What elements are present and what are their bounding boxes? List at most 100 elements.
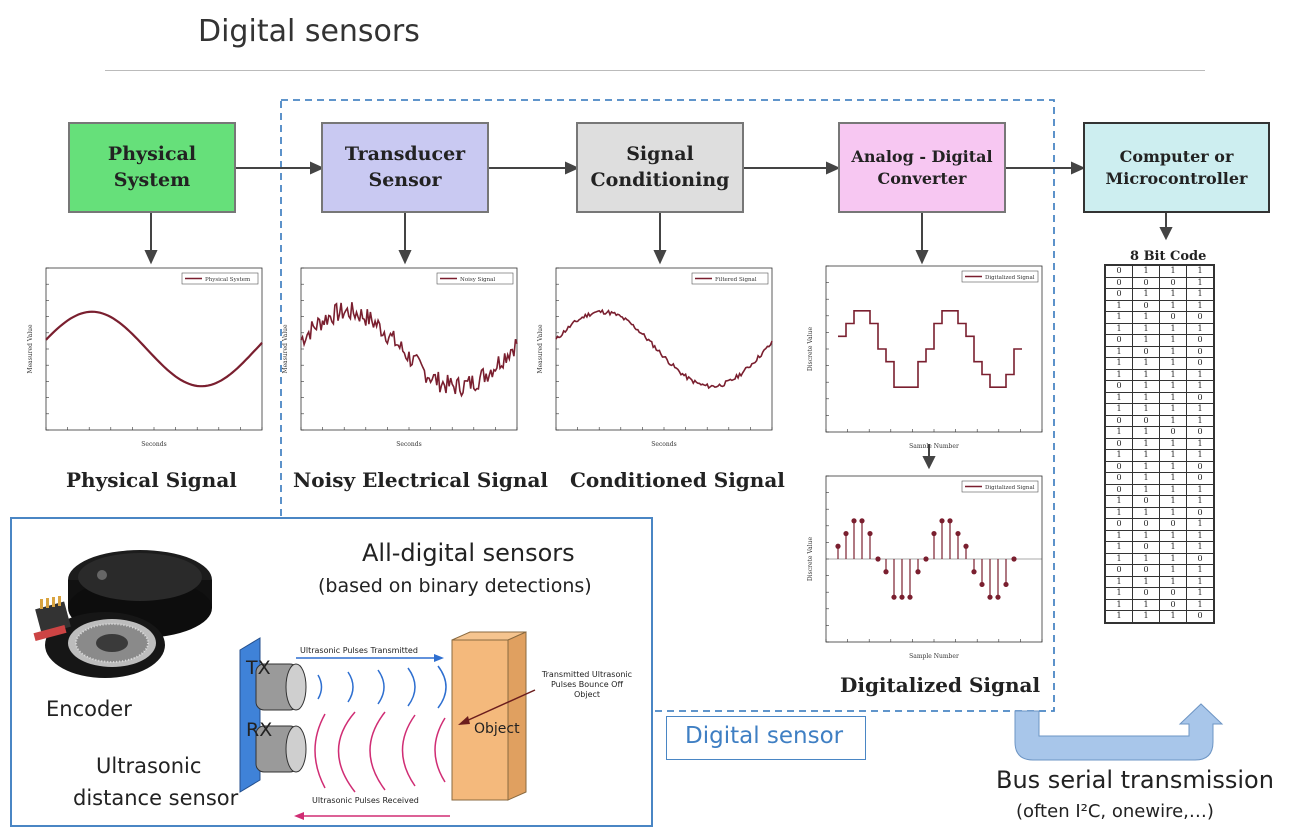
code-bit: 1 (1132, 575, 1160, 588)
legend: Digitalized Signal (961, 480, 1039, 493)
code-bit: 1 (1186, 288, 1215, 301)
transducer-block-line2: Sensor (368, 168, 442, 191)
signal-line (45, 310, 263, 388)
code-bit: 0 (1104, 472, 1133, 485)
legend-box (961, 480, 1039, 493)
code-bit: 1 (1159, 552, 1187, 565)
code-bit: 1 (1159, 564, 1187, 577)
all-digital-subtitle: (based on binary detections) (318, 575, 592, 597)
ultrasonic-label-line1: Ultrasonic (96, 754, 202, 778)
code-bit: 1 (1159, 541, 1187, 554)
code-bit: 1 (1132, 598, 1160, 611)
code-bit: 1 (1186, 403, 1215, 416)
ultrasonic-label-line2: distance sensor (73, 786, 239, 810)
code-bit: 1 (1104, 598, 1133, 611)
code-bit: 1 (1104, 311, 1133, 324)
noisy-signal-plot: Noisy Signal Measured Value Seconds (282, 267, 518, 448)
code-bit: 1 (1159, 529, 1187, 542)
code-bit: 0 (1104, 334, 1133, 347)
encoder-label: Encoder (46, 697, 132, 721)
slide-title: Digital sensors (198, 14, 420, 49)
code-bit: 1 (1186, 518, 1215, 531)
x-axis-label: Seconds (651, 441, 676, 448)
code-bit: 1 (1132, 552, 1160, 565)
code-bit: 1 (1132, 311, 1160, 324)
code-bit: 1 (1132, 403, 1160, 416)
code-bit: 1 (1159, 334, 1187, 347)
code-bit: 0 (1186, 357, 1215, 370)
code-bit: 1 (1186, 276, 1215, 289)
rx-label: RX (246, 719, 273, 741)
code-bit: 0 (1132, 495, 1160, 508)
conditioning-block-line2: Conditioning (590, 168, 730, 191)
stem-marker (971, 569, 977, 575)
code-bit: 0 (1186, 311, 1215, 324)
code-bit: 0 (1186, 345, 1215, 358)
code-bit: 1 (1132, 380, 1160, 393)
code-bit: 0 (1104, 483, 1133, 496)
code-bit: 1 (1159, 345, 1187, 358)
transducer-block-line1: Transducer (344, 142, 466, 165)
code-bit: 0 (1186, 506, 1215, 519)
code-bit: 1 (1186, 587, 1215, 600)
pulses-received-label: Ultrasonic Pulses Received (312, 796, 419, 805)
code-bit: 0 (1186, 552, 1215, 565)
stem-marker (835, 543, 841, 549)
all-digital-title: All-digital sensors (362, 539, 575, 567)
code-bit: 1 (1159, 264, 1187, 278)
code-bit: 1 (1159, 391, 1187, 404)
encoder-image (33, 550, 212, 678)
code-bit: 1 (1132, 288, 1160, 301)
plot-frame (300, 267, 518, 431)
code-bit: 0 (1104, 518, 1133, 531)
code-bit: 1 (1186, 449, 1215, 462)
y-axis-label: Measured Value (537, 324, 544, 374)
code-bit: 1 (1186, 437, 1215, 450)
code-bit: 1 (1159, 495, 1187, 508)
digital-sensor-boundary (280, 99, 1055, 712)
code-bit: 0 (1186, 472, 1215, 485)
code-bit: 1 (1159, 449, 1187, 462)
bounce-label: Transmitted Ultrasonic Pulses Bounce Off… (541, 670, 633, 699)
code-bit: 1 (1159, 472, 1187, 485)
code-bit: 0 (1104, 380, 1133, 393)
stem-marker (875, 556, 881, 562)
code-bit: 1 (1132, 437, 1160, 450)
code-bit: 0 (1159, 598, 1187, 611)
x-axis-label: Sample Number (909, 653, 959, 660)
code-bit: 1 (1132, 334, 1160, 347)
code-bit: 0 (1104, 564, 1133, 577)
code-bit: 1 (1132, 449, 1160, 462)
stem-marker (851, 518, 857, 524)
title-divider (105, 70, 1205, 71)
pulses-transmitted-label: Ultrasonic Pulses Transmitted (300, 646, 418, 655)
legend-label: Filtered Signal (715, 277, 757, 283)
computer-block-line1: Computer or (1119, 146, 1234, 166)
stem-marker (891, 594, 897, 600)
stem-marker (907, 594, 913, 600)
code-bit: 1 (1104, 299, 1133, 312)
digital-stem-plot: Digitalized Signal Discrete Value Sample N… (807, 475, 1043, 660)
code-bit: 1 (1159, 288, 1187, 301)
code-bit: 1 (1159, 414, 1187, 427)
code-bit: 0 (1132, 518, 1160, 531)
conditioned-signal-plot: Filtered Signal Measured Value Seconds (537, 267, 773, 448)
x-axis-label: Seconds (141, 441, 166, 448)
adc-block-line2: Converter (877, 168, 967, 188)
stem-marker (987, 594, 993, 600)
stem-marker (859, 518, 865, 524)
code-bit: 1 (1104, 495, 1133, 508)
code-bit: 1 (1159, 437, 1187, 450)
code-bit: 0 (1186, 334, 1215, 347)
code-bit: 1 (1159, 322, 1187, 335)
code-bit: 0 (1186, 610, 1215, 623)
